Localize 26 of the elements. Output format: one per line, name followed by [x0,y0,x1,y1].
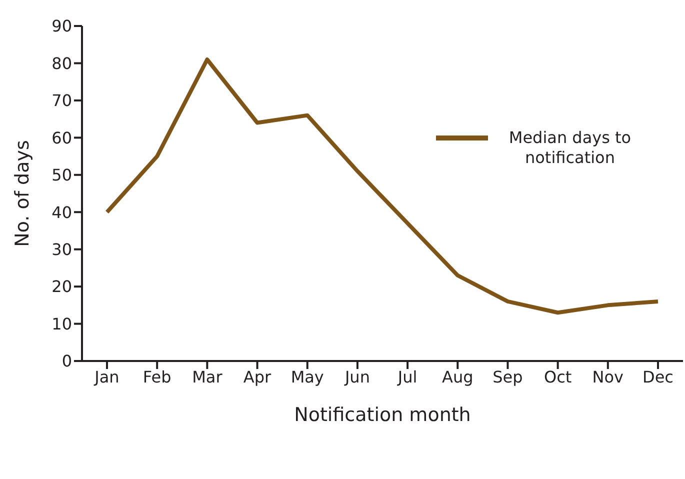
y-tick-label: 50 [52,166,72,185]
y-tick-label: 20 [52,277,72,296]
y-tick-label: 90 [52,16,72,36]
x-tick-label: Feb [142,367,172,386]
x-tick-label: Oct [544,367,572,386]
x-tick-label: Sep [492,367,523,386]
line-series [105,58,660,315]
x-tick-label: Mar [192,367,223,386]
x-tick-label: Apr [243,367,272,386]
x-tick-label: Jan [94,367,120,386]
y-tick-label: 10 [52,314,72,334]
y-tick-label: 70 [52,91,72,110]
x-tick-label: Nov [592,367,624,386]
x-tick-label: Jun [344,367,370,386]
y-tick-label: 30 [52,240,72,260]
x-tick-label: Jul [396,367,418,386]
y-axis-title: No. of days [12,140,34,247]
y-tick-label: 80 [52,54,72,73]
x-tick-label: May [290,367,324,386]
y-tick-label: 0 [62,352,72,371]
x-axis-title: Notification month [294,404,471,426]
x-tick-label: Dec [642,367,674,386]
y-tick-label: 60 [52,128,72,148]
x-tick-label: Aug [442,367,474,386]
y-tick-label: 40 [52,202,72,222]
legend-label: Median days to notification [508,128,632,168]
